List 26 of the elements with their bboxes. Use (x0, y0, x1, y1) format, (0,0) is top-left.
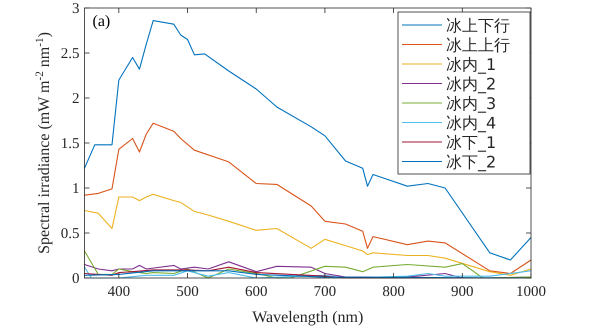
x-tick-label: 700 (314, 284, 336, 300)
x-tick-label: 500 (176, 284, 199, 300)
x-axis-title: Wavelength (nm) (252, 309, 364, 326)
annotation: (a) (92, 13, 110, 30)
x-tick-label: 900 (451, 284, 474, 300)
legend-label: 冰下_1 (446, 133, 496, 152)
x-tick-label: 800 (382, 284, 405, 300)
y-tick-label: 2.5 (60, 46, 80, 62)
y-tick-label: 0 (72, 271, 80, 287)
legend-label: 冰下_2 (446, 152, 496, 172)
y-tick-label: 1.5 (60, 136, 80, 152)
legend-label: 冰内_1 (446, 55, 496, 74)
y-tick-label: 1 (72, 181, 80, 197)
line-series (84, 250, 532, 279)
line-series (84, 194, 532, 276)
x-tick-label: 600 (244, 284, 268, 300)
legend-label: 冰内_3 (446, 94, 496, 113)
legend-label: 冰上上行 (446, 36, 510, 54)
y-tick-label: 2 (72, 91, 80, 107)
y-tick-label: 3 (72, 1, 80, 17)
x-tick-label: 1000 (516, 284, 546, 300)
legend-label: 冰内_4 (446, 114, 496, 132)
x-tick-label: 400 (108, 284, 130, 300)
y-tick-label: 0.5 (60, 226, 80, 242)
legend-label: 冰内_2 (446, 74, 496, 94)
legend-label: 冰上下行 (446, 16, 510, 35)
